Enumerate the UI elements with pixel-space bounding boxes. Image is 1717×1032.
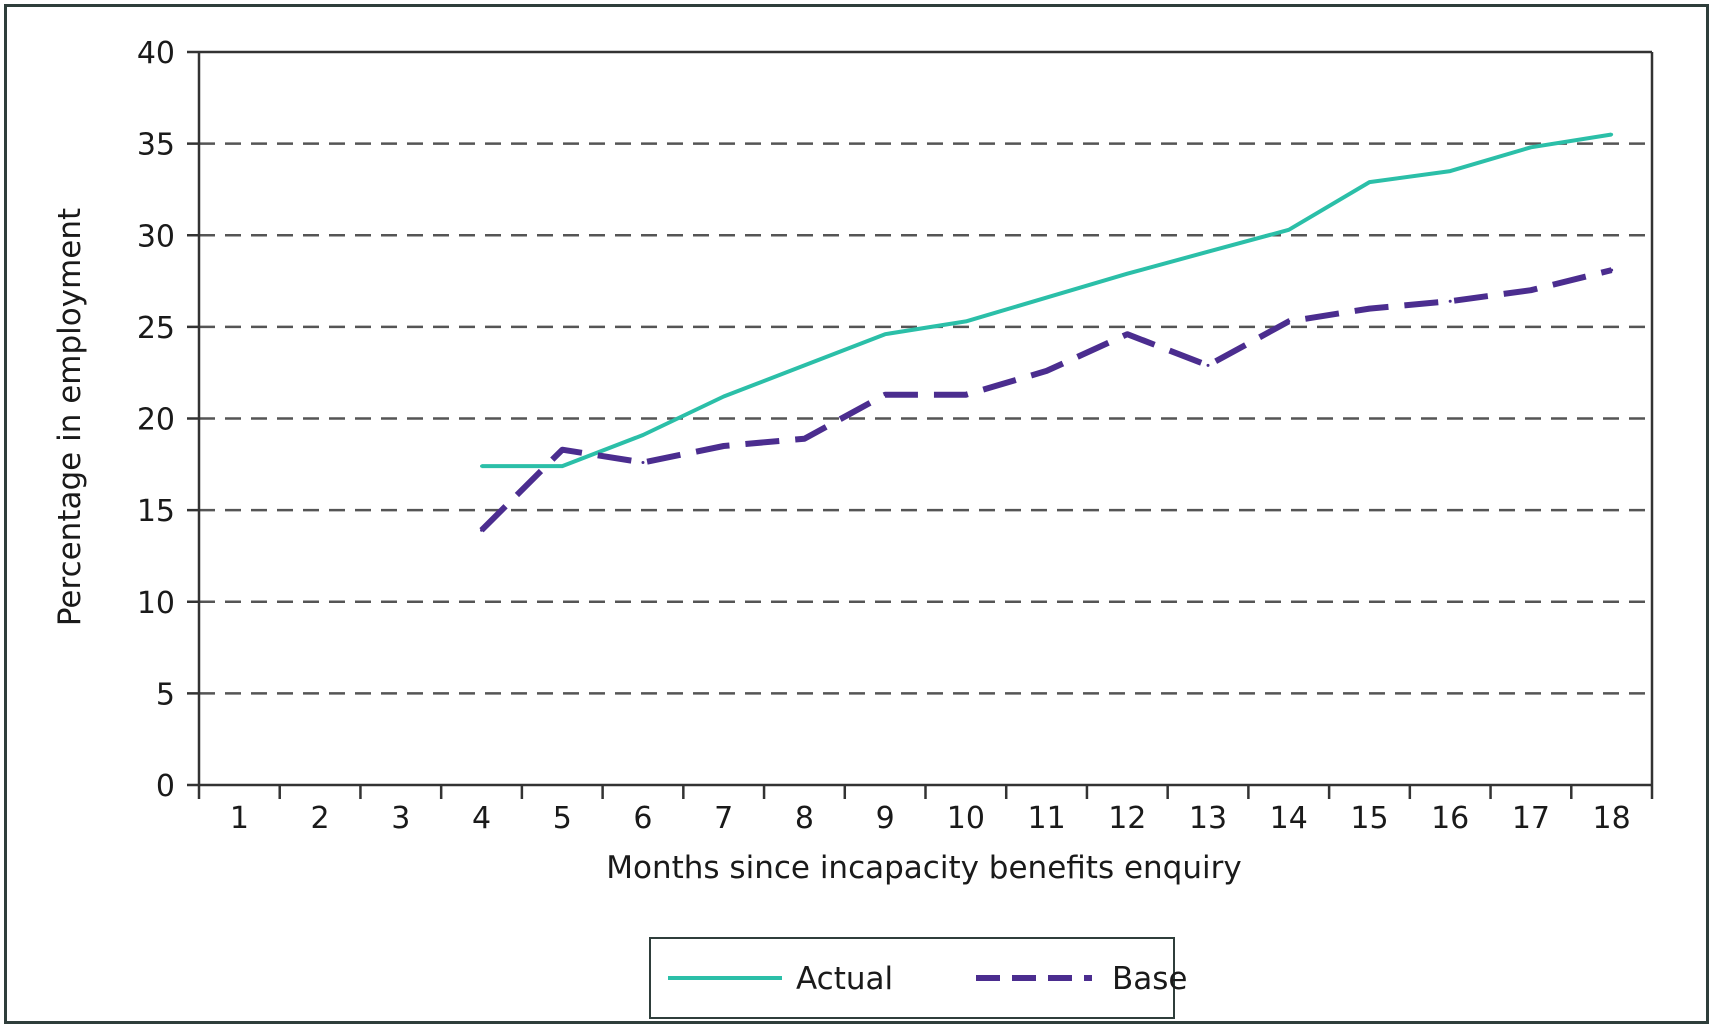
y-tick-label-15: 15: [137, 494, 175, 529]
x-tick-label-1: 1: [230, 801, 249, 836]
data-point-actual-16: [1448, 169, 1452, 173]
x-tick-label-5: 5: [553, 801, 572, 836]
y-tick-label-0: 0: [156, 769, 175, 804]
data-point-base-7: [722, 444, 726, 448]
series-line-base: [479, 267, 1613, 533]
x-tick-label-3: 3: [391, 801, 410, 836]
x-tick-label-11: 11: [1027, 801, 1065, 836]
legend: Actual Base: [649, 937, 1188, 1019]
axes: [187, 50, 1654, 799]
data-point-actual-12: [1125, 272, 1129, 276]
gridlines: [199, 142, 1652, 695]
y-tick-label-5: 5: [156, 677, 175, 712]
data-point-base-5: [560, 448, 564, 452]
data-point-actual-4: [480, 464, 484, 468]
series-lines: [479, 132, 1614, 533]
x-tick-label-6: 6: [633, 801, 652, 836]
x-tick-label-16: 16: [1431, 801, 1469, 836]
x-tick-label-4: 4: [472, 801, 491, 836]
data-point-base-4: [480, 528, 484, 532]
data-point-base-17: [1529, 288, 1533, 292]
x-tick-label-7: 7: [714, 801, 733, 836]
legend-label-actual: Actual: [796, 961, 893, 997]
data-point-actual-11: [1045, 296, 1049, 300]
data-point-actual-18: [1610, 132, 1614, 136]
x-tick-label-12: 12: [1108, 801, 1146, 836]
x-tick-label-17: 17: [1512, 801, 1550, 836]
data-point-actual-9: [883, 332, 887, 336]
data-point-base-18: [1610, 268, 1614, 272]
series-line-actual: [481, 132, 1612, 469]
x-tick-label-18: 18: [1593, 801, 1631, 836]
data-point-actual-15: [1367, 180, 1371, 184]
data-point-actual-5: [560, 464, 564, 468]
x-tick-label-10: 10: [947, 801, 985, 836]
x-tick-label-13: 13: [1189, 801, 1227, 836]
y-tick-label-10: 10: [137, 586, 175, 621]
data-point-base-13: [1206, 363, 1210, 367]
data-point-actual-7: [722, 395, 726, 399]
data-point-base-12: [1125, 332, 1129, 336]
y-axis-title: Percentage in employment: [52, 208, 88, 626]
data-point-base-6: [641, 460, 645, 464]
y-tick-label-35: 35: [137, 128, 175, 163]
x-axis-title: Months since incapacity benefits enquiry: [606, 850, 1241, 886]
x-tick-label-2: 2: [311, 801, 330, 836]
data-point-actual-6: [641, 433, 645, 437]
data-point-actual-13: [1206, 250, 1210, 254]
data-point-actual-14: [1287, 228, 1291, 232]
x-tick-label-14: 14: [1270, 801, 1308, 836]
y-tick-label-25: 25: [137, 311, 175, 346]
x-tick-label-15: 15: [1350, 801, 1388, 836]
data-point-base-10: [964, 393, 968, 397]
legend-label-base: Base: [1112, 961, 1188, 997]
data-point-actual-10: [964, 319, 968, 323]
x-tick-label-8: 8: [795, 801, 814, 836]
data-point-base-14: [1287, 319, 1291, 323]
y-tick-label-20: 20: [137, 403, 175, 438]
x-tick-label-9: 9: [876, 801, 895, 836]
data-point-base-16: [1448, 299, 1452, 303]
data-point-base-9: [883, 393, 887, 397]
y-tick-label-30: 30: [137, 219, 175, 254]
data-point-actual-8: [802, 363, 806, 367]
data-point-actual-17: [1529, 145, 1533, 149]
y-tick-label-40: 40: [137, 36, 175, 71]
data-point-base-15: [1367, 307, 1371, 311]
data-point-base-8: [802, 437, 806, 441]
data-point-base-11: [1045, 369, 1049, 373]
